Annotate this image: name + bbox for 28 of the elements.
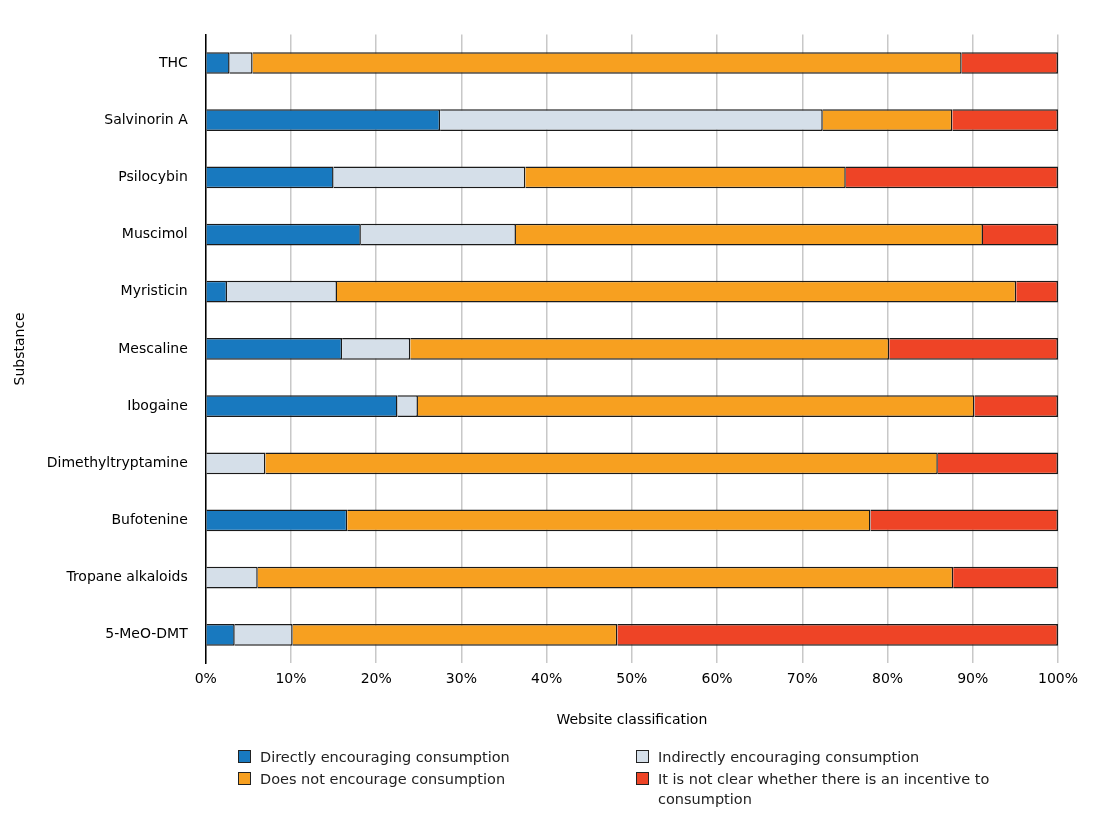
y-tick-label: Salvinorin A (104, 110, 189, 127)
y-tick-label: Psilocybin (118, 168, 188, 184)
y-tick-label: Myristicin (120, 282, 188, 299)
legend-label: Does not encourage consumption (260, 770, 506, 789)
y-tick-label: 5-MeO-DMT (105, 625, 189, 642)
x-tick-label: 90% (957, 670, 989, 687)
x-tick-label: 0% (194, 670, 217, 687)
x-tick-label: 10% (275, 670, 307, 687)
legend-label: Indirectly encouraging consumption (658, 748, 920, 767)
y-tick-label: Ibogaine (127, 396, 188, 413)
x-tick-label: 70% (786, 670, 818, 687)
y-tick-label: Tropane alkaloids (65, 568, 188, 585)
y-axis-title: Substance (11, 312, 28, 386)
x-tick-label: 50% (616, 670, 648, 687)
y-tick-label: Muscimol (121, 225, 188, 242)
x-tick-label: 30% (445, 670, 477, 687)
x-tick-label: 20% (360, 670, 392, 687)
x-tick-label: 40% (531, 670, 563, 687)
y-tick-label: Dimethyltryptamine (46, 453, 188, 470)
x-tick-label: 60% (701, 670, 733, 687)
y-tick-label: Bufotenine (111, 511, 188, 528)
x-tick-label: 100% (1037, 670, 1078, 687)
x-axis-title: Website classification (556, 711, 708, 728)
y-tick-label: Mescaline (118, 339, 188, 356)
y-tick-label: THC (157, 53, 188, 70)
legend-label: It is not clear whether there is an incentive to consumption (658, 770, 991, 809)
legend-label: Directly encouraging consumption (260, 748, 510, 767)
x-tick-label: 80% (871, 670, 904, 687)
